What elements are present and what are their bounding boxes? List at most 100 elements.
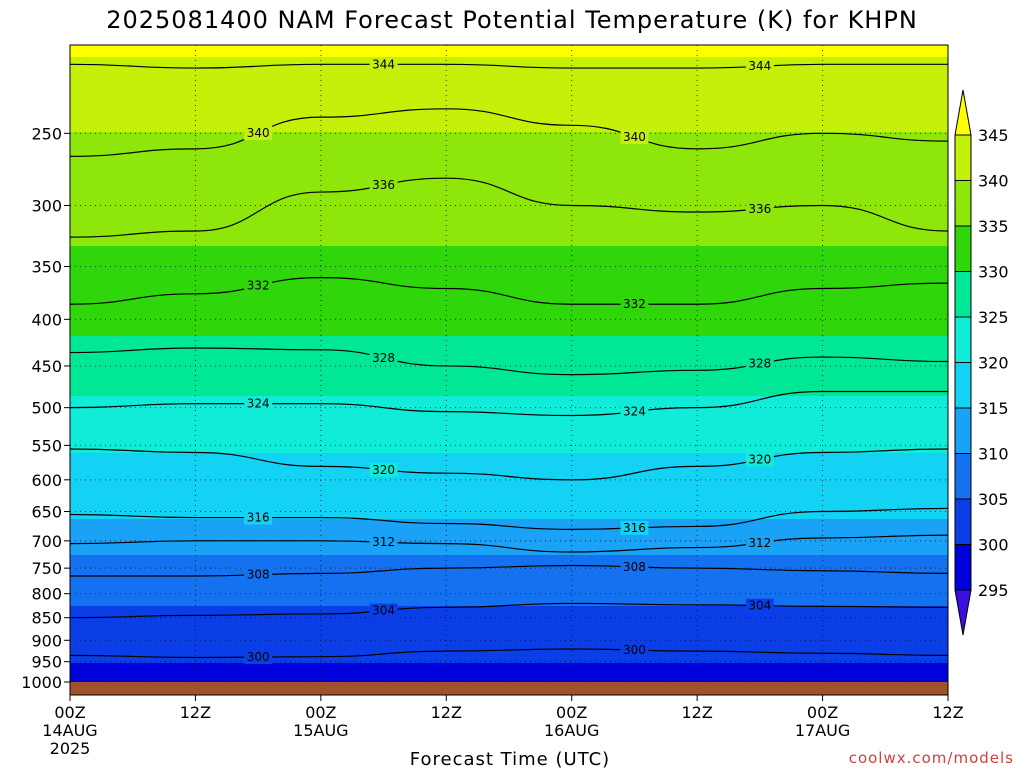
- shading-band: [70, 96, 948, 100]
- shading-band: [70, 516, 948, 520]
- shading-band: [70, 258, 948, 262]
- x-tick-year: 2025: [50, 739, 91, 758]
- contour-328: [70, 347, 948, 376]
- contour-label-336: 336: [748, 202, 771, 216]
- shading-band: [70, 354, 948, 358]
- x-tick-date: 17AUG: [795, 721, 850, 740]
- shading-band: [70, 333, 948, 337]
- ground-surface: [70, 682, 948, 695]
- x-tick-date: 16AUG: [544, 721, 599, 740]
- shading-band: [70, 558, 948, 562]
- colorbar-box: [954, 316, 972, 363]
- shading-band: [70, 288, 948, 292]
- shading-band: [70, 522, 948, 526]
- colorbar-box: [954, 407, 972, 454]
- contour-300: [70, 648, 948, 659]
- colorbar-box: [954, 271, 972, 318]
- shading-band: [70, 435, 948, 439]
- shading-band: [70, 318, 948, 322]
- y-tick-label: 500: [31, 399, 62, 418]
- shading-band: [70, 309, 948, 313]
- colorbar-label: 325: [978, 308, 1009, 327]
- shading-band: [70, 132, 948, 136]
- colorbar-label: 305: [978, 490, 1009, 509]
- shading-band: [70, 564, 948, 568]
- shading-band: [70, 555, 948, 559]
- shading-band: [70, 321, 948, 325]
- shading-band: [70, 456, 948, 460]
- contour-label-bg: [620, 520, 649, 535]
- contour-label-bg: [244, 278, 273, 293]
- shading-band: [70, 489, 948, 493]
- shading-band: [70, 324, 948, 328]
- shading-band: [70, 465, 948, 469]
- colorbar-box: [954, 453, 972, 500]
- shading-band: [70, 144, 948, 148]
- shading-band: [70, 351, 948, 355]
- y-tick-label: 800: [31, 585, 62, 604]
- shading-band: [70, 210, 948, 214]
- shading-band: [70, 252, 948, 256]
- shading-band: [70, 573, 948, 577]
- shading-band: [70, 186, 948, 190]
- shading-band: [70, 300, 948, 304]
- shading-band: [70, 444, 948, 448]
- shading-band: [70, 54, 948, 58]
- shading-band: [70, 120, 948, 124]
- shading-band: [70, 273, 948, 277]
- shading-band: [70, 165, 948, 169]
- contour-label-bg: [620, 130, 649, 145]
- x-tick-label: 12Z: [932, 703, 963, 722]
- shading-band: [70, 363, 948, 367]
- shading-band: [70, 129, 948, 133]
- shading-band: [70, 597, 948, 601]
- shading-band: [70, 126, 948, 130]
- x-tick-label: 12Z: [180, 703, 211, 722]
- shading-band: [70, 624, 948, 628]
- shading-band: [70, 471, 948, 475]
- contour-308: [70, 564, 948, 577]
- shading-band: [70, 567, 948, 571]
- shading-band: [70, 381, 948, 385]
- shading-band: [70, 585, 948, 589]
- shading-band: [70, 366, 948, 370]
- contour-324: [70, 390, 948, 417]
- shading-band: [70, 678, 948, 682]
- shading-band: [70, 468, 948, 472]
- x-tick-date: 14AUG: [42, 721, 97, 740]
- credit-link[interactable]: coolwx.com/models: [849, 749, 1014, 767]
- shading-band: [70, 303, 948, 307]
- shading-band: [70, 282, 948, 286]
- colorbar-box: [954, 544, 972, 591]
- shading-band: [70, 207, 948, 211]
- x-tick-label: 12Z: [431, 703, 462, 722]
- shading-band: [70, 174, 948, 178]
- shading-band: [70, 156, 948, 160]
- shading-band: [70, 600, 948, 604]
- shading-band: [70, 90, 948, 94]
- shading-band: [70, 543, 948, 547]
- plot-frame: [69, 44, 949, 696]
- contour-label-340: 340: [247, 126, 270, 140]
- shading-band: [70, 411, 948, 415]
- contour-label-bg: [620, 643, 649, 658]
- shading-band: [70, 276, 948, 280]
- x-tick-label: 00Z: [556, 703, 587, 722]
- shading-band: [70, 474, 948, 478]
- shading-band: [70, 636, 948, 640]
- shading-band: [70, 372, 948, 376]
- shading-band: [70, 225, 948, 229]
- shading-band: [70, 495, 948, 499]
- y-tick-label: 900: [31, 631, 62, 650]
- contour-label-324: 324: [247, 397, 270, 411]
- shading-band: [70, 666, 948, 670]
- shading-band: [70, 612, 948, 616]
- shading-band: [70, 606, 948, 610]
- x-tick-date: 15AUG: [293, 721, 348, 740]
- shading-band: [70, 261, 948, 265]
- shading-band: [70, 117, 948, 121]
- y-tick-label: 650: [31, 503, 62, 522]
- contour-320: [70, 448, 948, 481]
- contour-label-312: 312: [748, 536, 771, 550]
- shading-band: [70, 540, 948, 544]
